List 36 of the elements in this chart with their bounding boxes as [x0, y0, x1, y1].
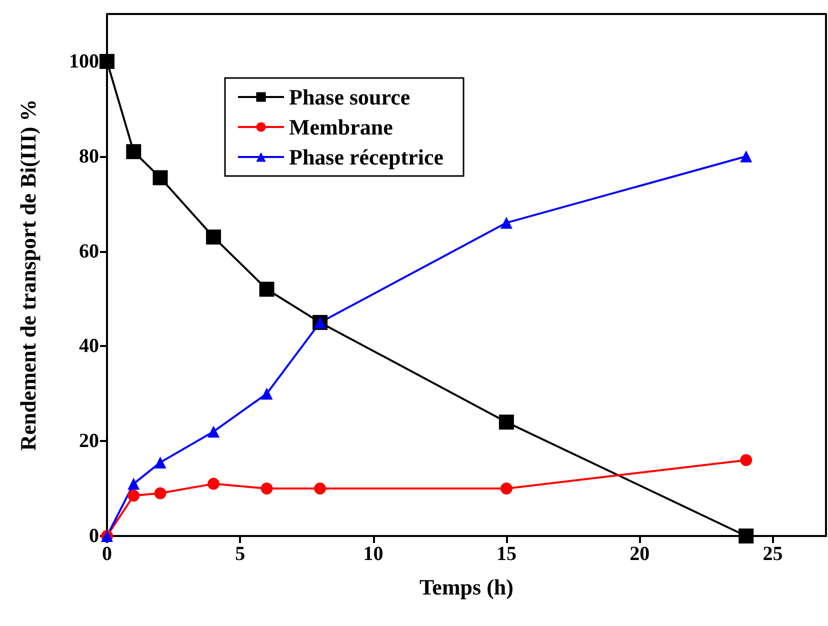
- y-tick-label: 20: [79, 430, 99, 452]
- point: [126, 144, 142, 160]
- legend-label: Membrane: [289, 114, 394, 140]
- x-axis-title: Temps (h): [420, 574, 514, 600]
- point: [208, 426, 220, 438]
- point: [128, 490, 140, 502]
- point: [260, 388, 273, 400]
- point: [738, 528, 754, 544]
- y-axis-title: Rendement de transport de Bi(III) %: [16, 99, 40, 451]
- x-tick-label: 25: [762, 543, 783, 565]
- point: [740, 454, 752, 466]
- point: [500, 482, 512, 495]
- point: [260, 482, 273, 495]
- x-tick-label: 5: [235, 543, 246, 565]
- point: [152, 170, 168, 186]
- point: [206, 230, 222, 245]
- x-tick-label: 20: [630, 543, 650, 565]
- point: [154, 487, 166, 500]
- legend-label: Phase source: [289, 84, 410, 110]
- y-tick-label: 80: [79, 145, 99, 168]
- y-tick-label: 0: [89, 525, 99, 547]
- x-tick-label: 10: [363, 543, 384, 565]
- y-tick-label: 100: [69, 50, 99, 72]
- x-tick-label: 15: [496, 543, 516, 565]
- point: [500, 216, 512, 229]
- point: [740, 150, 752, 162]
- point: [314, 482, 326, 495]
- y-tick-label: 60: [79, 240, 99, 262]
- point: [259, 282, 274, 297]
- y-tick-label: 40: [79, 335, 99, 358]
- point: [128, 478, 140, 490]
- point: [154, 456, 166, 468]
- point: [498, 414, 514, 430]
- point: [100, 54, 114, 69]
- point: [208, 478, 220, 490]
- legend-label: Phase réceptrice: [289, 144, 444, 170]
